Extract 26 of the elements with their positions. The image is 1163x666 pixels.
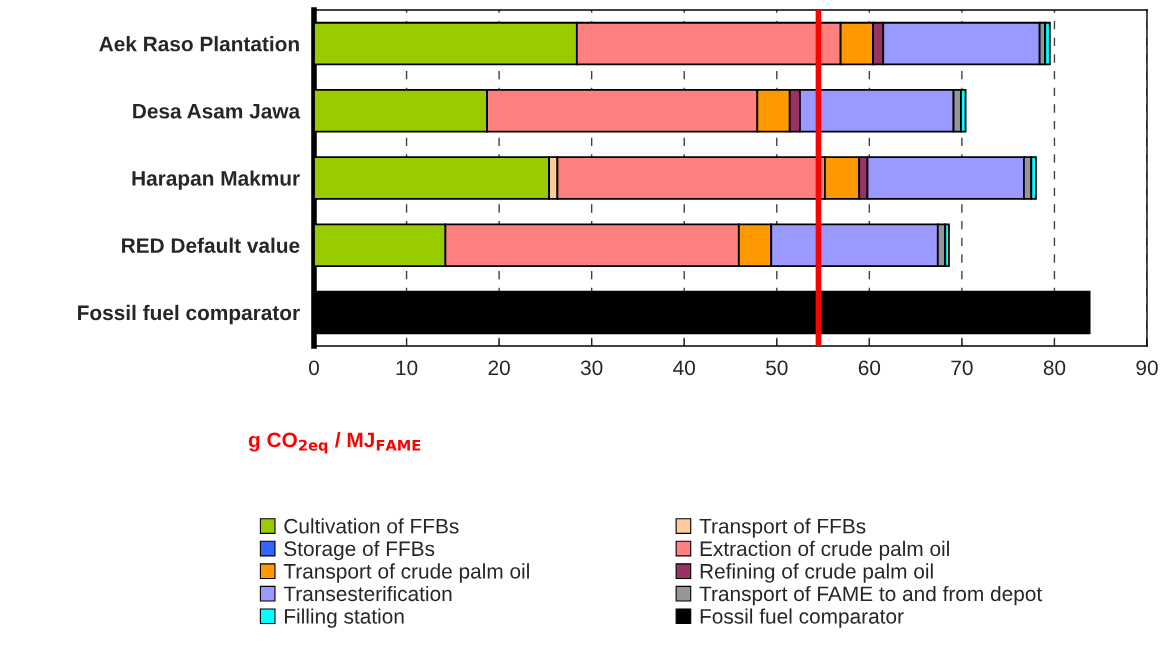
- y-tick-label: Harapan Makmur: [132, 170, 300, 190]
- x-tick-label: 30: [580, 360, 603, 376]
- y-tick-label: RED Default value: [122, 237, 300, 253]
- legend-label: Transport of FFBs: [699, 518, 866, 538]
- x-tick-label: 40: [673, 360, 695, 376]
- legend-label: Transport of crude palm oil: [283, 563, 529, 583]
- y-tick-label: Fossil fuel comparator: [78, 304, 300, 325]
- legend-label: Filling station: [285, 608, 404, 628]
- x-tick-label: 80: [1043, 360, 1066, 376]
- x-tick-label: 0: [309, 360, 319, 376]
- legend-label: Cultivation of FFBs: [284, 518, 459, 534]
- legend-label: Transport of FAME to and from depot: [699, 585, 1043, 606]
- legend-label: Transesterification: [283, 585, 452, 602]
- legend-label: Storage of FFBs: [284, 540, 435, 561]
- legend-label: Extraction of crude palm oil: [700, 540, 949, 561]
- legend-label: Refining of crude palm oil: [700, 563, 933, 583]
- x-tick-label: 10: [396, 360, 418, 376]
- x-tick-label: 50: [766, 360, 788, 376]
- x-tick-label: 90: [1136, 360, 1158, 376]
- x-tick-label: 70: [951, 360, 973, 376]
- y-tick-label: Desa Asam Jawa: [133, 104, 301, 119]
- legend-label: Fossil fuel comparator: [700, 608, 904, 628]
- x-tick-label: 20: [488, 360, 510, 376]
- x-tick-label: 60: [858, 360, 881, 376]
- y-tick-label: Aek Raso Plantation: [99, 36, 299, 52]
- x-axis-title: g CO$_{2eq}$ / MJ$_{FAME}$: [248, 432, 421, 454]
